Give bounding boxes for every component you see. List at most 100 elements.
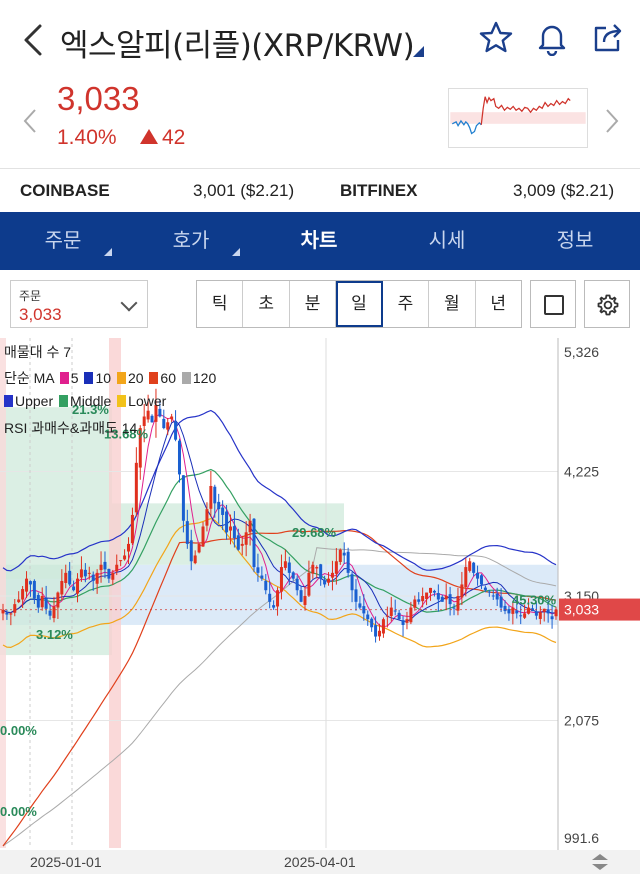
up-triangle-icon: [140, 129, 158, 144]
candle-body: [350, 574, 354, 591]
candle-body: [130, 514, 134, 544]
highlight-stripe: [109, 338, 121, 848]
candle-body: [495, 593, 499, 600]
price-chart[interactable]: 13.68% 29.68% 3.12% 0.00% 0.00% 21.3% 45.30% 5,…: [0, 338, 640, 874]
candle-body: [315, 567, 319, 569]
y-axis-label: 991.6: [564, 830, 599, 846]
candle-body: [546, 609, 550, 614]
candle-body: [87, 572, 91, 574]
tab-order[interactable]: 주문: [28, 212, 112, 270]
tab-info[interactable]: 정보: [540, 212, 610, 270]
candle-body: [519, 615, 523, 617]
candle-body: [448, 594, 452, 605]
candle-body: [64, 572, 68, 583]
candle-body: [444, 596, 448, 600]
ma10-line: [2, 419, 557, 622]
change-percent: 1.40%: [57, 126, 117, 149]
star-icon[interactable]: [478, 20, 514, 56]
tab-chart[interactable]: 차트: [284, 212, 354, 270]
candle-body: [205, 509, 209, 526]
next-coin-icon[interactable]: [600, 106, 624, 136]
scroll-up-arrow: [592, 854, 608, 860]
candle-body: [32, 580, 36, 599]
candle-body: [452, 607, 456, 609]
gear-icon: [597, 294, 619, 316]
candle-body: [405, 619, 409, 623]
candle-body: [276, 590, 280, 607]
ma5-label: 5: [70, 370, 79, 386]
legend-bollinger: Upper Middle Lower: [4, 393, 166, 409]
candle-body: [52, 606, 56, 619]
volume-profile-label: 0.00%: [0, 804, 37, 819]
change-amount: 42: [140, 126, 185, 150]
candle-body: [91, 574, 95, 581]
candlestick-chart[interactable]: 13.68% 29.68% 3.12% 0.00% 0.00% 21.3% 45.30% 5,…: [0, 338, 640, 874]
candle-body: [193, 555, 197, 564]
chevron-down-icon: [120, 294, 138, 312]
tab-submenu-icon: [232, 248, 240, 256]
chart-settings-button[interactable]: [584, 280, 630, 328]
bell-icon[interactable]: [534, 20, 570, 56]
period-year[interactable]: 년: [490, 294, 507, 313]
candle-body: [515, 610, 519, 614]
period-week[interactable]: 주: [383, 281, 430, 327]
title-dropdown-icon[interactable]: [413, 46, 424, 57]
fullscreen-button[interactable]: [530, 280, 576, 328]
period-tick[interactable]: 틱: [197, 281, 244, 327]
period-day[interactable]: 일: [336, 281, 383, 327]
candle-body: [366, 614, 370, 620]
order-select[interactable]: 주문 3,033: [10, 280, 148, 328]
period-selector: 틱 초 분 일 주 월 년: [196, 280, 522, 328]
tab-chart-label: 차트: [300, 230, 338, 252]
bb-middle-line: [2, 468, 557, 614]
period-month[interactable]: 월: [429, 281, 476, 327]
candle-body: [154, 404, 158, 422]
candle-body: [307, 572, 311, 596]
back-icon[interactable]: [18, 20, 48, 60]
candle-body: [5, 612, 9, 615]
candle-body: [279, 567, 283, 592]
candle-body: [527, 607, 531, 614]
candle-body: [217, 501, 221, 510]
x-axis-band: [0, 850, 640, 874]
candle-body: [554, 609, 558, 617]
tab-submenu-icon: [104, 248, 112, 256]
exchange-prices: COINBASE 3,001 ($2.21) BITFINEX 3,009 ($…: [0, 168, 640, 212]
order-select-value: 3,033: [19, 305, 62, 324]
candle-body: [413, 599, 417, 608]
candle-body: [119, 560, 123, 562]
candle-body: [272, 605, 276, 608]
scroll-handle-icon: [592, 854, 608, 870]
candle-body: [225, 511, 229, 533]
tab-orderbook[interactable]: 호가: [156, 212, 240, 270]
candle-body: [95, 572, 99, 584]
mini-price-chart[interactable]: [448, 88, 588, 148]
tab-orderbook-label: 호가: [172, 230, 210, 252]
x-axis-label: 2025-01-01: [30, 854, 102, 870]
legend-rsi: RSI 과매수&과매도 14: [4, 420, 138, 436]
period-minute[interactable]: 분: [290, 281, 337, 327]
volume-profile-label: 45.30%: [512, 593, 557, 608]
candle-body: [103, 561, 107, 570]
chart-toolbar: 주문 3,033 틱 초 분 일 주 월 년: [0, 270, 640, 338]
volume-profile-label: 3.12%: [36, 627, 73, 642]
candle-body: [295, 578, 299, 591]
ma60-swatch: [149, 372, 159, 384]
tab-info-label: 정보: [556, 230, 594, 252]
share-icon[interactable]: [590, 20, 626, 56]
candle-body: [13, 604, 17, 613]
candle-body: [107, 568, 111, 579]
prev-coin-icon[interactable]: [18, 106, 42, 136]
candle-body: [421, 596, 425, 602]
candle-body: [330, 572, 334, 578]
tab-quotes[interactable]: 시세: [412, 212, 482, 270]
top-bar: 엑스알피(리플)(XRP/KRW): [0, 0, 640, 78]
legend-volume-profile: 매물대 수 7: [4, 344, 72, 360]
candle-body: [111, 572, 115, 580]
candle-body: [499, 596, 503, 608]
candle-body: [146, 410, 150, 420]
period-second[interactable]: 초: [243, 281, 290, 327]
tab-quotes-label: 시세: [428, 230, 466, 252]
candle-body: [299, 590, 303, 602]
coin-title[interactable]: 엑스알피(리플)(XRP/KRW): [60, 28, 415, 64]
